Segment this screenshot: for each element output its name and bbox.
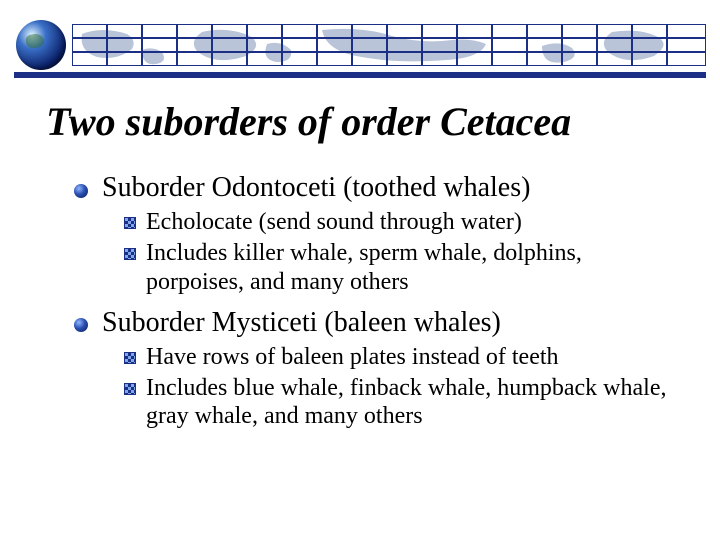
bullet-square-icon	[124, 352, 136, 364]
globe-icon	[16, 20, 66, 70]
bullet-square-icon	[124, 217, 136, 229]
bullet-square-icon	[124, 248, 136, 260]
list-item: Includes killer whale, sperm whale, dolp…	[124, 239, 674, 297]
slide-title: Two suborders of order Cetacea	[46, 100, 680, 144]
slide: Two suborders of order Cetacea Suborder …	[0, 0, 720, 540]
bullet-globe-icon	[74, 318, 88, 332]
item-text: Echolocate (send sound through water)	[146, 209, 522, 235]
world-map-strip	[72, 24, 706, 66]
section-1: Suborder Odontoceti (toothed whales) Ech…	[74, 172, 674, 297]
bullet-square-icon	[124, 383, 136, 395]
slide-body: Suborder Odontoceti (toothed whales) Ech…	[74, 172, 674, 441]
section-2: Suborder Mysticeti (baleen whales) Have …	[74, 307, 674, 432]
item-text: Includes blue whale, finback whale, hump…	[146, 375, 666, 430]
header-band	[14, 18, 706, 72]
section-1-heading: Suborder Odontoceti (toothed whales)	[102, 172, 530, 203]
item-text: Includes killer whale, sperm whale, dolp…	[146, 240, 582, 295]
bullet-globe-icon	[74, 184, 88, 198]
list-item: Echolocate (send sound through water)	[124, 208, 674, 237]
header-rule	[14, 72, 706, 78]
list-item: Includes blue whale, finback whale, hump…	[124, 374, 674, 432]
item-text: Have rows of baleen plates instead of te…	[146, 344, 559, 370]
list-item: Have rows of baleen plates instead of te…	[124, 343, 674, 372]
section-2-heading: Suborder Mysticeti (baleen whales)	[102, 307, 501, 338]
